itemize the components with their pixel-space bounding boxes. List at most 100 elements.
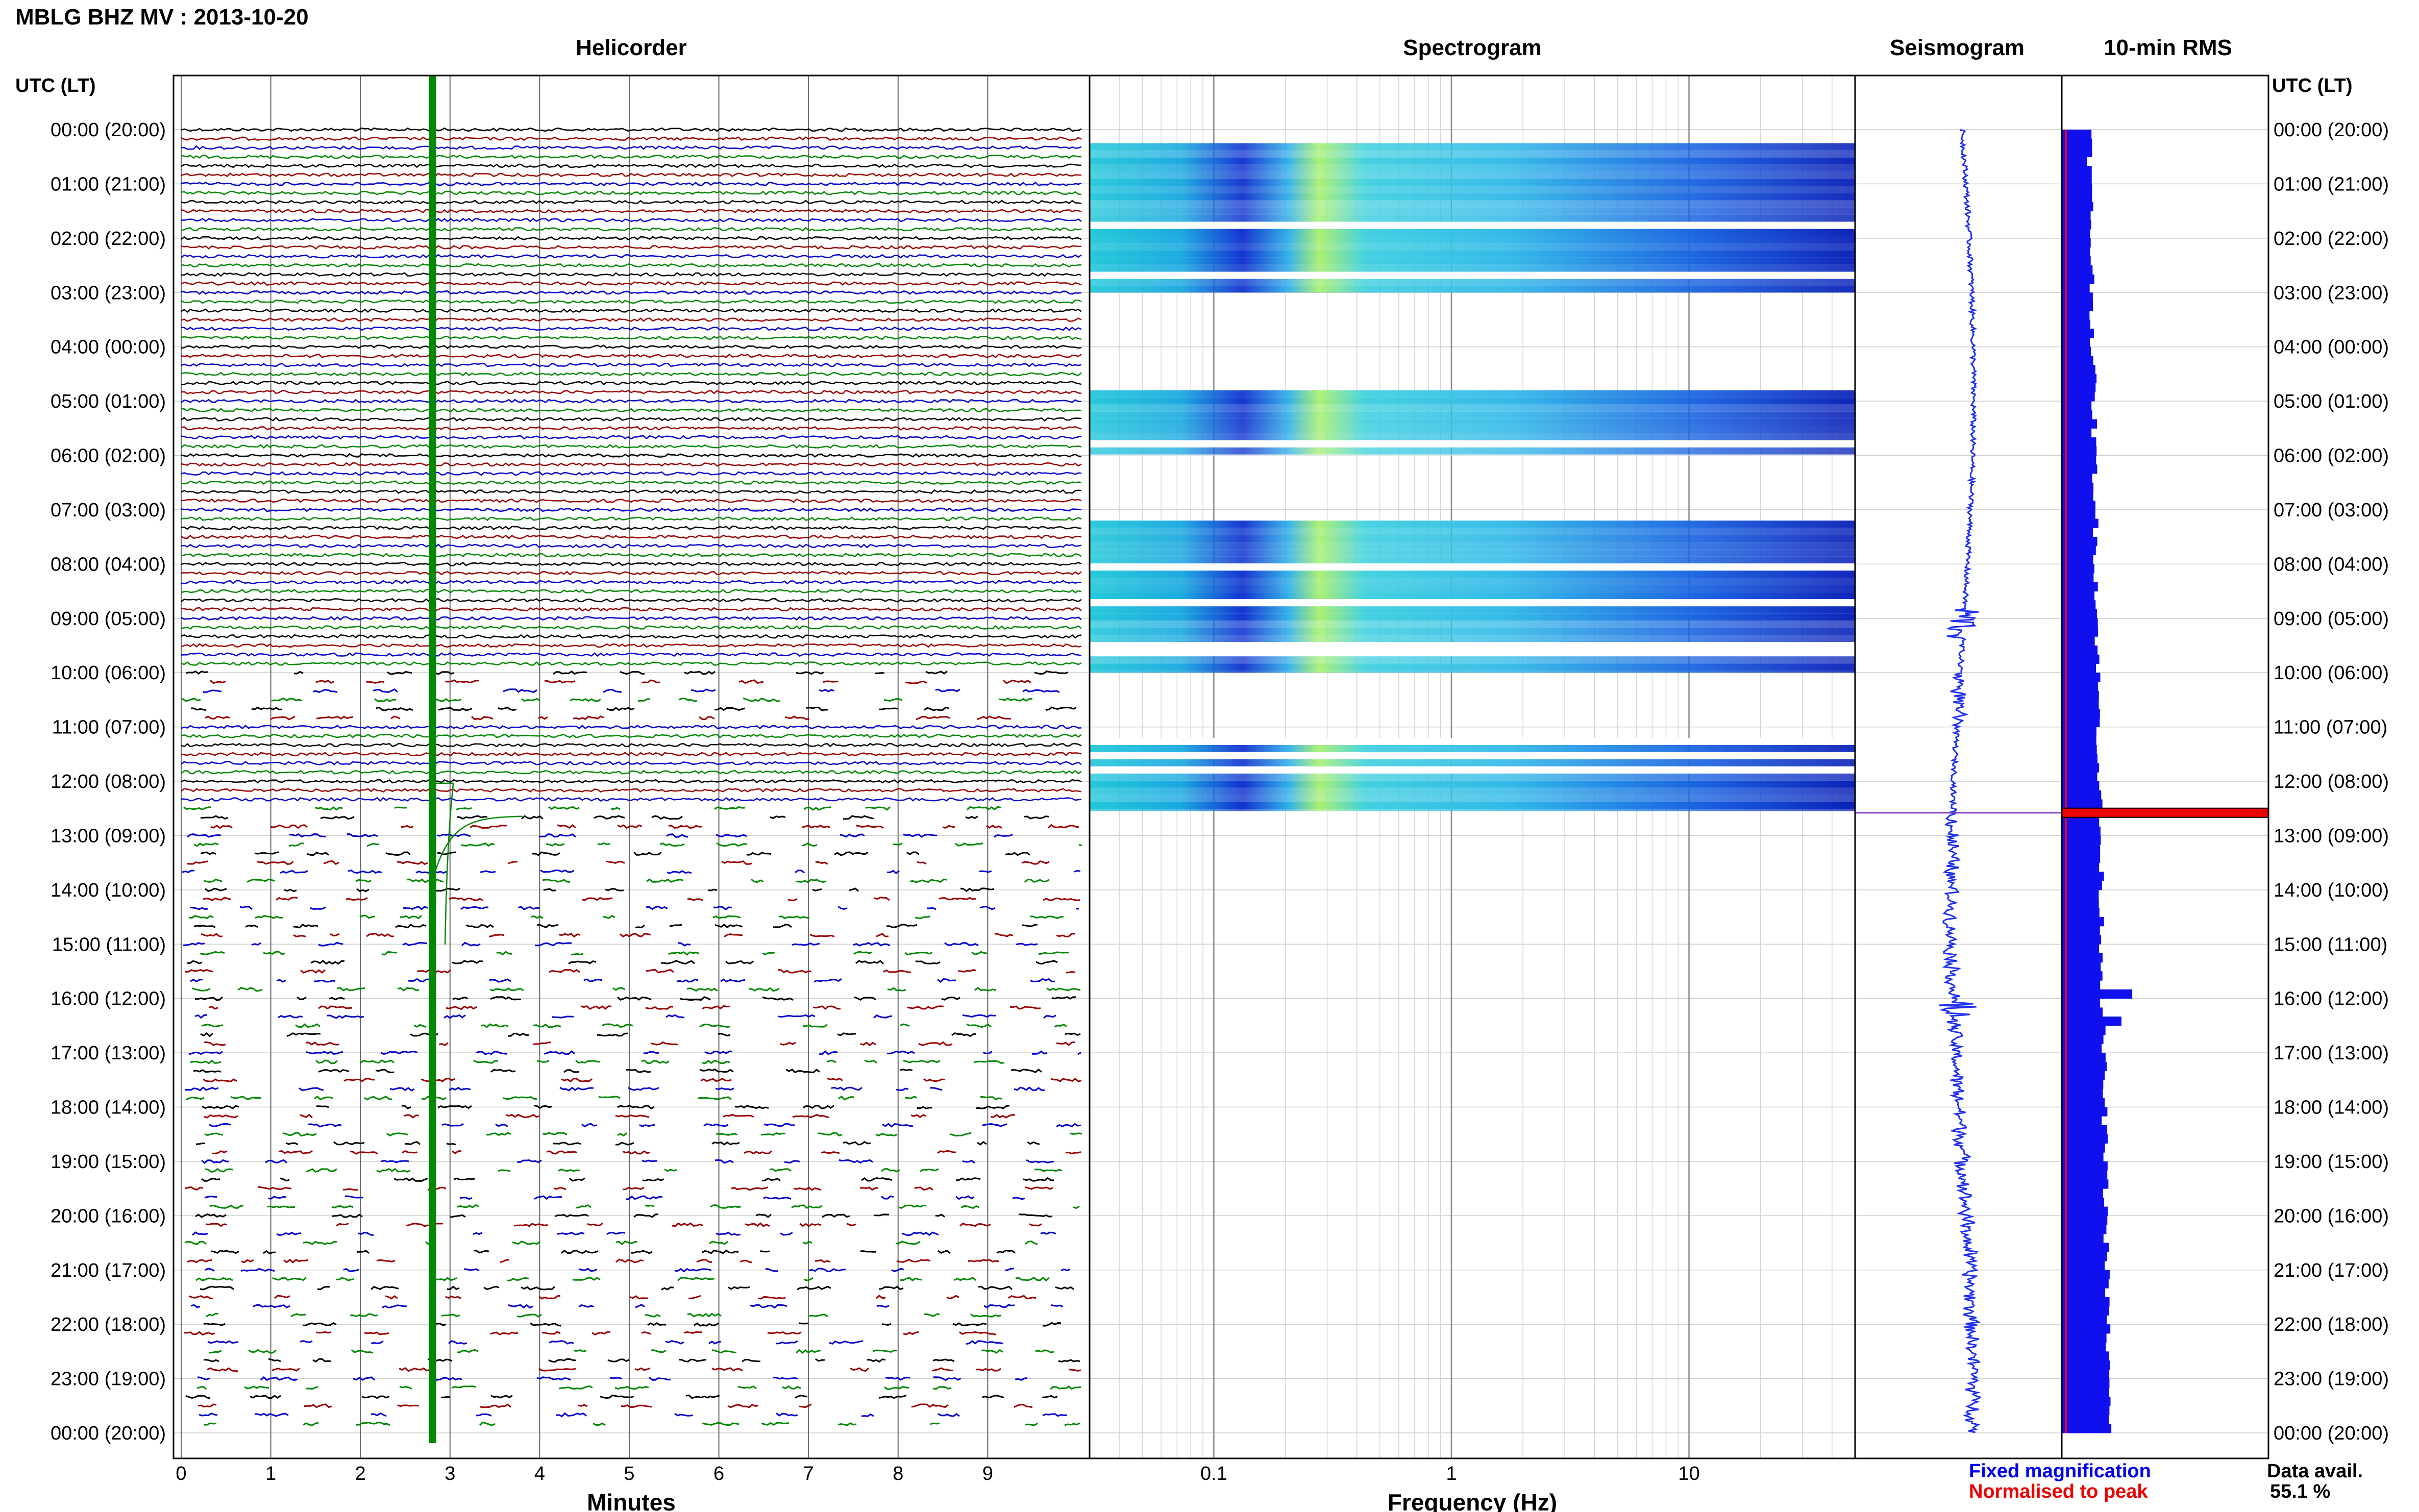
- time-label-right: 02:00 (22:00): [2274, 228, 2389, 250]
- helicorder-trace-line: [181, 471, 1082, 476]
- helicorder-trace-segment: [699, 1023, 731, 1028]
- helicorder-trace-segment: [356, 1250, 369, 1254]
- helicorder-trace-segment: [305, 1386, 318, 1390]
- helicorder-trace-segment: [612, 987, 626, 991]
- helicorder-trace-segment: [765, 1268, 778, 1272]
- rms-bar: [2062, 1061, 2107, 1072]
- helicorder-trace-segment: [1026, 1159, 1054, 1164]
- helicorder-trace-segment: [440, 1396, 451, 1399]
- helicorder-trace-segment: [558, 1168, 580, 1172]
- rms-bar: [2062, 1125, 2107, 1135]
- rms-bar: [2062, 138, 2092, 148]
- helicorder-trace-segment: [521, 815, 544, 820]
- helicorder-trace-segment: [299, 1087, 324, 1091]
- helicorder-trace-segment: [575, 1059, 601, 1064]
- helicorder-trace-line: [181, 290, 1082, 295]
- minute-tick-label: 8: [893, 1463, 903, 1484]
- spectrogram-band: [1090, 279, 1855, 286]
- helicorder-trace-segment: [248, 1349, 277, 1354]
- helicorder-trace-segment: [318, 1005, 353, 1010]
- helicorder-trace-segment: [183, 942, 205, 947]
- helicorder-trace-segment: [393, 1177, 428, 1182]
- helicorder-trace-line: [181, 281, 1082, 286]
- helicorder-trace-segment: [542, 1331, 561, 1335]
- helicorder-trace-segment: [480, 1403, 512, 1408]
- helicorder-trace-line: [181, 127, 1082, 132]
- helicorder-trace-segment: [745, 1222, 770, 1227]
- helicorder-trace-line: [181, 733, 1082, 738]
- helicorder-trace-segment: [915, 915, 931, 920]
- helicorder-trace-segment: [479, 1421, 496, 1426]
- helicorder-trace-segment: [443, 1014, 466, 1019]
- helicorder-trace-segment: [815, 1358, 825, 1362]
- helicorder-trace-segment: [723, 1113, 754, 1118]
- helicorder-trace-line: [181, 480, 1082, 485]
- helicorder-trace-segment: [403, 905, 428, 910]
- time-label-left: 06:00 (02:00): [51, 445, 166, 467]
- helicorder-trace-segment: [395, 924, 427, 929]
- rms-bar: [2062, 1351, 2109, 1361]
- helicorder-trace-segment: [303, 1241, 337, 1245]
- helicorder-trace-segment: [200, 815, 229, 820]
- helicorder-trace-segment: [923, 1078, 946, 1082]
- helicorder-trace-segment: [580, 1005, 612, 1010]
- helicorder-trace-segment: [1035, 960, 1058, 965]
- helicorder-trace-segment: [400, 915, 423, 920]
- rms-bar: [2062, 419, 2097, 429]
- helicorder-trace-segment: [646, 905, 668, 910]
- rms-bar: [2062, 392, 2095, 402]
- helicorder-trace-segment: [952, 1322, 987, 1326]
- rms-bar: [2062, 1315, 2107, 1325]
- helicorder-trace-segment: [598, 1096, 621, 1099]
- helicorder-trace-segment: [803, 1105, 834, 1110]
- helicorder-trace-segment: [602, 914, 615, 920]
- rms-bar: [2062, 1134, 2108, 1144]
- helicorder-trace-segment: [276, 979, 286, 983]
- helicorder-trace-segment: [335, 1277, 355, 1281]
- helicorder-trace-segment: [716, 842, 748, 847]
- helicorder-trace-segment: [982, 1123, 1007, 1127]
- helicorder-trace-segment: [896, 1258, 931, 1263]
- helicorder-trace-segment: [200, 1285, 234, 1291]
- helicorder-trace-segment: [503, 688, 537, 693]
- helicorder-trace-segment: [746, 851, 772, 856]
- helicorder-trace-segment: [337, 987, 365, 992]
- time-label-right: 05:00 (01:00): [2274, 391, 2389, 412]
- helicorder-trace-segment: [190, 1304, 201, 1308]
- helicorder-trace-segment: [513, 1223, 548, 1227]
- rms-bar: [2062, 881, 2102, 890]
- helicorder-trace-segment: [615, 1240, 638, 1246]
- time-label-right: 17:00 (13:00): [2274, 1043, 2389, 1064]
- helicorder-trace-segment: [998, 697, 1033, 702]
- spectrogram-band: [1090, 592, 1855, 600]
- helicorder-trace-segment: [205, 715, 230, 720]
- helicorder-trace-segment: [762, 996, 794, 1001]
- helicorder-trace-segment: [473, 1250, 489, 1254]
- helicorder-trace-segment: [755, 1213, 772, 1218]
- time-label-right: 11:00 (07:00): [2274, 717, 2387, 738]
- helicorder-trace-segment: [288, 842, 305, 847]
- helicorder-trace-segment: [649, 1376, 671, 1381]
- helicorder-trace-segment: [406, 878, 444, 883]
- time-label-left: 09:00 (05:00): [51, 608, 166, 630]
- rms-bar: [2062, 953, 2103, 963]
- helicorder-trace-line: [181, 516, 1082, 522]
- time-label-right: 18:00 (14:00): [2274, 1097, 2389, 1119]
- helicorder-trace-segment: [641, 679, 660, 684]
- helicorder-trace-segment: [1042, 1395, 1058, 1399]
- helicorder-trace-segment: [874, 897, 890, 901]
- helicorder-trace-segment: [385, 1295, 398, 1300]
- helicorder-trace-segment: [1024, 815, 1049, 820]
- rms-title: 10-min RMS: [2104, 35, 2232, 60]
- helicorder-trace-segment: [260, 1376, 298, 1381]
- helicorder-trace-segment: [854, 996, 876, 1001]
- helicorder-trace-segment: [189, 906, 209, 910]
- helicorder-trace-segment: [343, 1268, 359, 1272]
- helicorder-trace-line: [181, 172, 1081, 178]
- time-label-left: 03:00 (23:00): [51, 282, 166, 304]
- helicorder-trace-segment: [802, 824, 830, 829]
- helicorder-trace-segment: [210, 824, 233, 829]
- helicorder-trace-segment: [904, 1096, 918, 1100]
- helicorder-trace-segment: [1008, 1295, 1036, 1300]
- helicorder-trace-segment: [637, 698, 650, 702]
